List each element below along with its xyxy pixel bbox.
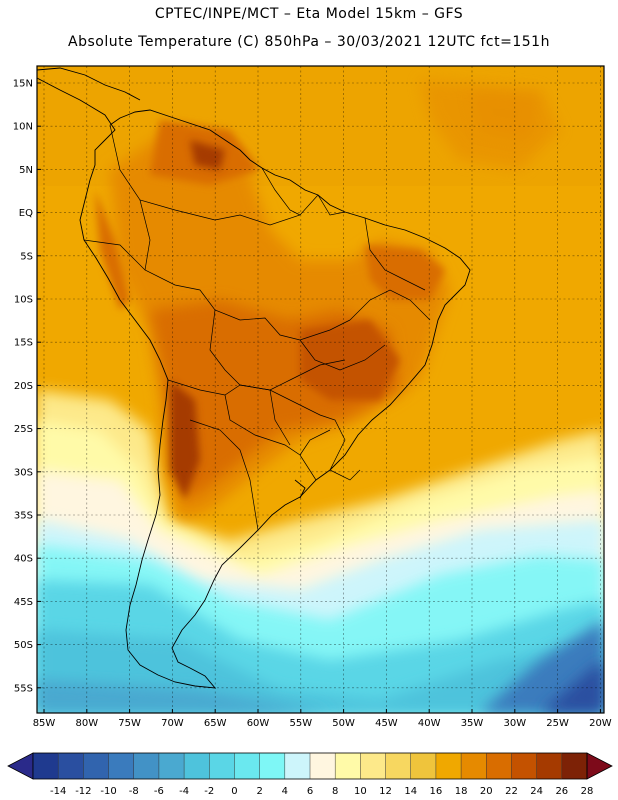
latitude-label: 15S — [14, 338, 33, 349]
colorbar-swatch — [360, 753, 386, 779]
colorbar-label: -4 — [179, 786, 189, 797]
latitude-label: 35S — [14, 511, 33, 522]
colorbar-swatch — [385, 753, 412, 779]
colorbar-swatch — [486, 753, 512, 779]
colorbar-label: 12 — [379, 786, 392, 797]
colorbar-label: 24 — [530, 786, 543, 797]
colorbar-swatch — [108, 753, 135, 779]
colorbar-swatch — [209, 753, 235, 779]
colorbar-label: 16 — [430, 786, 443, 797]
longitude-label: 30W — [503, 718, 526, 729]
longitude-label: 25W — [546, 718, 569, 729]
colorbar-low-arrow — [7, 752, 34, 780]
colorbar-label: 20 — [480, 786, 493, 797]
colorbar-swatch — [58, 753, 84, 779]
longitude-label: 70W — [161, 718, 184, 729]
latitude-label: EQ — [19, 208, 33, 219]
colorbar-swatch — [435, 753, 462, 779]
colorbar-label: 28 — [581, 786, 594, 797]
latitude-label: 50S — [14, 640, 33, 651]
colorbar-swatch — [536, 753, 563, 779]
latitude-label: 5S — [20, 251, 33, 262]
longitude-label: 40W — [418, 718, 441, 729]
colorbar-label: 4 — [282, 786, 288, 797]
colorbar-swatch — [184, 753, 210, 779]
longitude-label: 35W — [461, 718, 484, 729]
colorbar-label: 18 — [455, 786, 468, 797]
longitude-label: 75W — [118, 718, 141, 729]
colorbar-swatch — [234, 753, 260, 779]
longitude-label: 65W — [204, 718, 227, 729]
latitude-label: 55S — [14, 683, 33, 694]
latitude-label: 20S — [14, 381, 33, 392]
colorbar-swatch — [511, 753, 537, 779]
colorbar-label: 6 — [307, 786, 313, 797]
colorbar-swatch — [33, 753, 59, 779]
colorbar-label: -6 — [154, 786, 164, 797]
colorbar-label: -10 — [100, 786, 116, 797]
graticule — [37, 66, 604, 713]
colorbar-label: -14 — [50, 786, 66, 797]
colorbar-label: 0 — [231, 786, 237, 797]
colorbar-swatch — [133, 753, 160, 779]
colorbar-swatch — [410, 753, 437, 779]
colorbar-swatch — [158, 753, 185, 779]
colorbar-swatch — [259, 753, 286, 779]
latitude-label: 10N — [13, 122, 33, 133]
latitude-label: 15N — [13, 79, 33, 90]
colorbar-label: 8 — [332, 786, 338, 797]
longitude-label: 60W — [247, 718, 270, 729]
colorbar: -14 -12 -10 -8 -6 -4 -2 0 2 4 6 8 10 12 14 16 18 20 22 24 26… — [7, 752, 613, 797]
longitude-label: 50W — [332, 718, 355, 729]
colorbar-label: -12 — [75, 786, 91, 797]
latitude-label: 45S — [14, 597, 33, 608]
longitude-label: 45W — [375, 718, 398, 729]
longitude-label: 80W — [75, 718, 98, 729]
latitude-label: 40S — [14, 554, 33, 565]
longitude-labels: 85W 80W 75W 70W 65W 60W 55W 50W 45W 40W 35W 30W 25W 2… — [33, 709, 612, 729]
colorbar-label: -8 — [129, 786, 139, 797]
longitude-label: 85W — [33, 718, 56, 729]
colorbar-swatch — [461, 753, 487, 779]
colorbar-swatch — [284, 753, 311, 779]
coastline — [37, 67, 471, 689]
latitude-label: 30S — [14, 467, 33, 478]
colorbar-swatch — [310, 753, 336, 779]
colorbar-label: 2 — [256, 786, 262, 797]
map-title-line2: Absolute Temperature (C) 850hPa – 30/03/… — [68, 34, 550, 50]
longitude-label: 20W — [589, 718, 612, 729]
latitude-label: 5N — [19, 165, 33, 176]
colorbar-label: 14 — [404, 786, 417, 797]
latitude-labels: 15N 10N 5N EQ 5S 10S 15S 20S 25S 30S 35S 40S 45S 50S 5… — [13, 79, 41, 694]
longitude-label: 55W — [289, 718, 312, 729]
colorbar-label: 26 — [555, 786, 568, 797]
colorbar-swatch — [561, 753, 588, 779]
map-title-line1: CPTEC/INPE/MCT – Eta Model 15km – GFS — [154, 6, 464, 22]
colorbar-label: 10 — [354, 786, 367, 797]
colorbar-high-arrow — [586, 752, 613, 780]
colorbar-swatch — [335, 753, 361, 779]
colorbar-label: -2 — [204, 786, 214, 797]
colorbar-label: 22 — [505, 786, 518, 797]
latitude-label: 10S — [14, 295, 33, 306]
map-frame — [36, 65, 605, 714]
colorbar-swatch — [83, 753, 109, 779]
latitude-label: 25S — [14, 424, 33, 435]
temperature-field — [37, 66, 604, 713]
